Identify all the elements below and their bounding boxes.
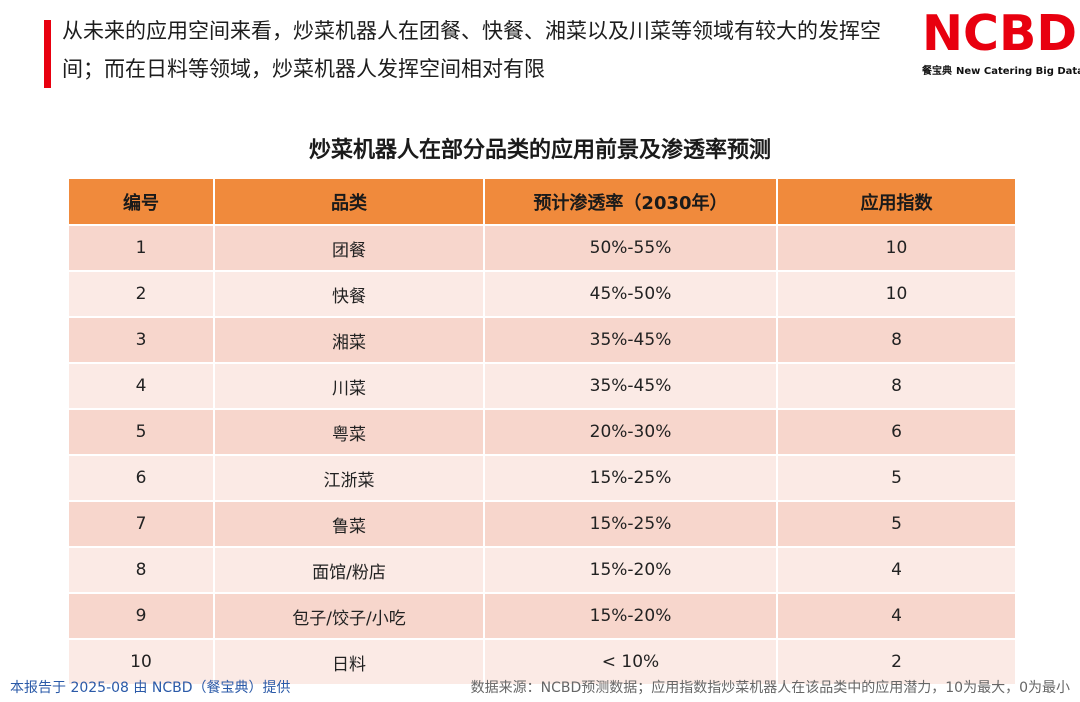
cell-penetration: 15%-25%: [485, 454, 778, 500]
cell-category: 粤菜: [215, 408, 485, 454]
footer-source-note: 数据来源：NCBD预测数据；应用指数指炒菜机器人在该品类中的应用潜力，10为最大…: [470, 680, 1070, 696]
cell-index: 10: [778, 270, 1015, 316]
cell-category: 川菜: [215, 362, 485, 408]
cell-penetration: 15%-25%: [485, 500, 778, 546]
table-header-row: 编号 品类 预计渗透率（2030年） 应用指数: [69, 179, 1015, 224]
cell-index: 8: [778, 316, 1015, 362]
forecast-table: 编号 品类 预计渗透率（2030年） 应用指数 1 团餐 50%-55% 10 …: [69, 179, 1015, 684]
cell-index: 8: [778, 362, 1015, 408]
cell-category: 湘菜: [215, 316, 485, 362]
cell-index: 4: [778, 546, 1015, 592]
table-row: 9 包子/饺子/小吃 15%-20% 4: [69, 592, 1015, 638]
cell-index: 6: [778, 408, 1015, 454]
cell-index: 5: [778, 500, 1015, 546]
cell-number: 7: [69, 500, 215, 546]
logo-subtitle: 餐宝典 New Catering Big Data: [922, 62, 1080, 77]
logo-sub-en: New Catering Big Data: [956, 66, 1080, 77]
cell-number: 1: [69, 224, 215, 270]
cell-penetration: 50%-55%: [485, 224, 778, 270]
cell-category: 快餐: [215, 270, 485, 316]
logo-mark: NCBD: [922, 5, 1077, 62]
cell-penetration: 35%-45%: [485, 362, 778, 408]
cell-index: 5: [778, 454, 1015, 500]
table-row: 2 快餐 45%-50% 10: [69, 270, 1015, 316]
cell-penetration: 15%-20%: [485, 592, 778, 638]
ncbd-logo: NCBD 餐宝典 New Catering Big Data: [922, 5, 1080, 78]
cell-category: 包子/饺子/小吃: [215, 592, 485, 638]
table-row: 5 粤菜 20%-30% 6: [69, 408, 1015, 454]
column-header-category: 品类: [215, 179, 485, 224]
cell-number: 6: [69, 454, 215, 500]
table-row: 8 面馆/粉店 15%-20% 4: [69, 546, 1015, 592]
footer-provider-note: 本报告于 2025-08 由 NCBD（餐宝典）提供: [10, 680, 291, 696]
cell-category: 鲁菜: [215, 500, 485, 546]
cell-number: 3: [69, 316, 215, 362]
column-header-penetration: 预计渗透率（2030年）: [485, 179, 778, 224]
table-row: 4 川菜 35%-45% 8: [69, 362, 1015, 408]
cell-category: 团餐: [215, 224, 485, 270]
cell-index: 2: [778, 638, 1015, 684]
cell-number: 5: [69, 408, 215, 454]
table-row: 10 日料 < 10% 2: [69, 638, 1015, 684]
table-row: 6 江浙菜 15%-25% 5: [69, 454, 1015, 500]
page-headline: 从未来的应用空间来看，炒菜机器人在团餐、快餐、湘菜以及川菜等领域有较大的发挥空间…: [62, 19, 881, 81]
cell-number: 10: [69, 638, 215, 684]
cell-penetration: < 10%: [485, 638, 778, 684]
table-row: 3 湘菜 35%-45% 8: [69, 316, 1015, 362]
accent-bar: [44, 20, 51, 88]
cell-penetration: 45%-50%: [485, 270, 778, 316]
cell-penetration: 15%-20%: [485, 546, 778, 592]
cell-category: 江浙菜: [215, 454, 485, 500]
cell-category: 日料: [215, 638, 485, 684]
cell-index: 4: [778, 592, 1015, 638]
cell-category: 面馆/粉店: [215, 546, 485, 592]
cell-penetration: 35%-45%: [485, 316, 778, 362]
column-header-number: 编号: [69, 179, 215, 224]
cell-number: 2: [69, 270, 215, 316]
column-header-index: 应用指数: [778, 179, 1015, 224]
cell-penetration: 20%-30%: [485, 408, 778, 454]
cell-number: 8: [69, 546, 215, 592]
table-row: 1 团餐 50%-55% 10: [69, 224, 1015, 270]
logo-sub-cn: 餐宝典: [922, 66, 952, 77]
cell-index: 10: [778, 224, 1015, 270]
table-row: 7 鲁菜 15%-25% 5: [69, 500, 1015, 546]
table-title: 炒菜机器人在部分品类的应用前景及渗透率预测: [308, 138, 771, 163]
cell-number: 4: [69, 362, 215, 408]
cell-number: 9: [69, 592, 215, 638]
